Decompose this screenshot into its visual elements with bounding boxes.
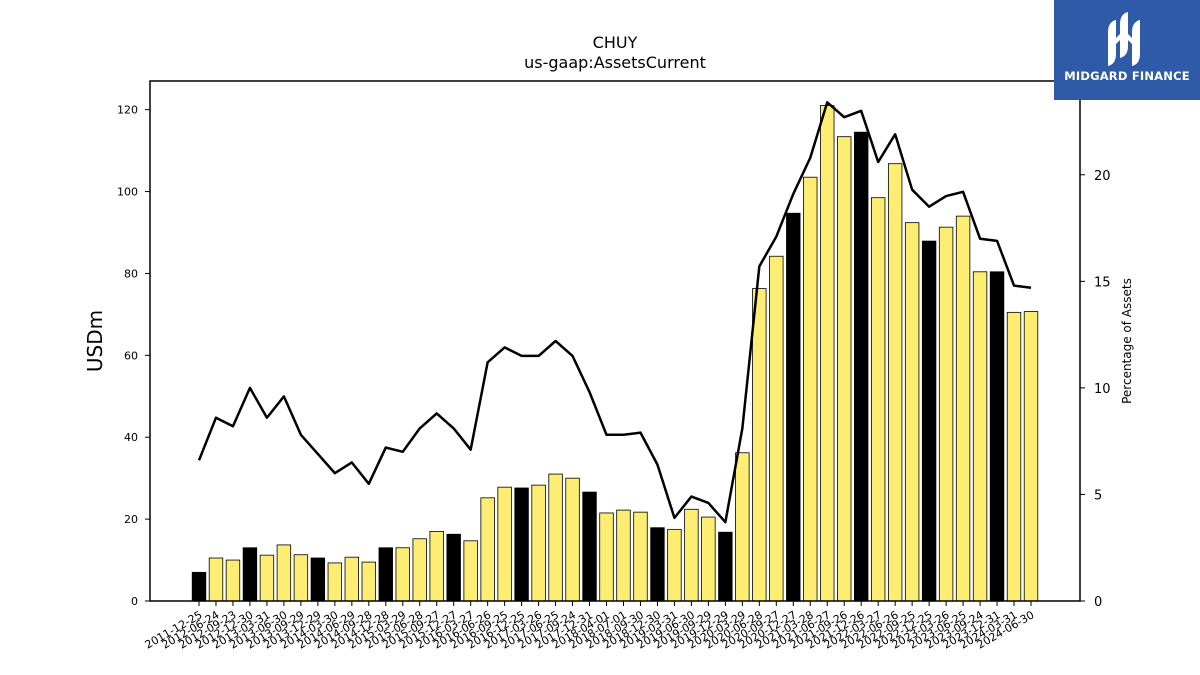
bar-2017-09-24 — [565, 477, 580, 602]
bar-2020-12-27 — [786, 212, 801, 602]
bar-2021-12-26 — [854, 131, 869, 602]
bar-2020-06-28 — [752, 288, 767, 602]
bar-2016-09-25 — [497, 486, 512, 602]
y2-axis: 0 5 10 15 20 — [1080, 169, 1111, 610]
logo-text: MIDGARD FINANCE — [1064, 69, 1190, 83]
bar-2018-07-01 — [616, 509, 631, 602]
bar-2022-06-26 — [887, 163, 903, 602]
bar-2022-09-25 — [904, 222, 920, 602]
bar-2017-03-26 — [531, 484, 546, 602]
bar-2024-03-31 — [1006, 311, 1022, 602]
bar-2022-03-27 — [870, 197, 886, 602]
bar-2012-12-30 — [242, 547, 258, 602]
y-tick-label: 120 — [117, 104, 138, 117]
line-group — [197, 101, 1032, 524]
midgard-finance-logo: MIDGARD FINANCE — [1054, 0, 1200, 100]
bar-2015-09-27 — [429, 530, 444, 602]
bar-2014-03-30 — [327, 562, 343, 602]
y-tick-label: 60 — [124, 349, 138, 362]
bar-2014-12-28 — [378, 547, 393, 602]
y2-tick-label: 5 — [1094, 488, 1102, 503]
bar-2012-06-24 — [208, 557, 224, 602]
bar-2019-03-31 — [667, 528, 682, 602]
y-axis: 0 20 40 60 80 100 120 — [117, 104, 150, 608]
bars-group — [191, 105, 1039, 602]
y-axis-label: USDm — [83, 310, 107, 372]
bar-2016-03-27 — [463, 540, 478, 602]
bar-2017-06-25 — [548, 473, 563, 602]
y2-axis-label: Percentage of Assets — [1120, 278, 1134, 404]
bar-2023-12-31 — [989, 271, 1005, 602]
y-tick-label: 20 — [124, 513, 138, 526]
y2-tick-label: 15 — [1094, 275, 1111, 290]
y-tick-label: 80 — [124, 267, 138, 280]
bar-2023-06-25 — [955, 215, 971, 602]
bar-2014-09-28 — [361, 561, 376, 602]
bar-2018-12-30 — [650, 527, 665, 602]
bar-2022-12-25 — [921, 240, 937, 602]
bar-2018-09-30 — [633, 511, 648, 602]
bar-2013-09-29 — [293, 554, 309, 602]
bar-2020-03-29 — [735, 452, 750, 602]
y-tick-label: 0 — [131, 595, 138, 608]
bar-2015-12-27 — [446, 533, 461, 602]
bar-2019-06-30 — [684, 508, 699, 602]
bar-2021-09-26 — [837, 136, 852, 602]
bar-2017-12-31 — [582, 491, 597, 602]
y2-tick-label: 10 — [1094, 382, 1111, 397]
bar-2011-12-25 — [191, 571, 207, 602]
bar-2021-03-28 — [803, 176, 818, 602]
chart-subtitle: us-gaap:AssetsCurrent — [524, 53, 706, 72]
bar-2024-06-30 — [1023, 311, 1039, 602]
bar-2016-12-25 — [514, 487, 529, 602]
bar-2019-12-29 — [718, 531, 733, 602]
y2-tick-label: 20 — [1094, 169, 1111, 184]
bar-2015-03-29 — [395, 547, 410, 602]
y-tick-label: 100 — [117, 186, 138, 199]
bar-2012-09-23 — [225, 559, 241, 602]
bar-2023-03-26 — [938, 226, 954, 602]
plot-frame — [149, 80, 1081, 602]
bar-2015-06-28 — [412, 538, 427, 602]
y2-tick-label: 0 — [1094, 595, 1102, 610]
bar-2013-06-30 — [276, 544, 292, 602]
bar-2016-06-26 — [480, 497, 495, 602]
bar-2013-03-31 — [259, 554, 275, 602]
bar-2019-09-29 — [701, 516, 716, 602]
y-tick-label: 40 — [124, 431, 138, 444]
percentage-line — [197, 101, 1032, 524]
bar-2018-04-01 — [599, 512, 614, 602]
chart-title: CHUY — [593, 33, 638, 52]
x-axis: 2011-12-252012-06-242012-09-232012-12-30… — [143, 601, 1037, 652]
bar-2023-09-24 — [972, 271, 988, 602]
midgard-mark-icon — [1108, 12, 1140, 66]
bar-2020-09-27 — [769, 255, 784, 602]
bar-2013-12-29 — [310, 557, 326, 602]
bar-2014-06-29 — [344, 556, 359, 602]
bar-2021-06-27 — [820, 105, 835, 602]
